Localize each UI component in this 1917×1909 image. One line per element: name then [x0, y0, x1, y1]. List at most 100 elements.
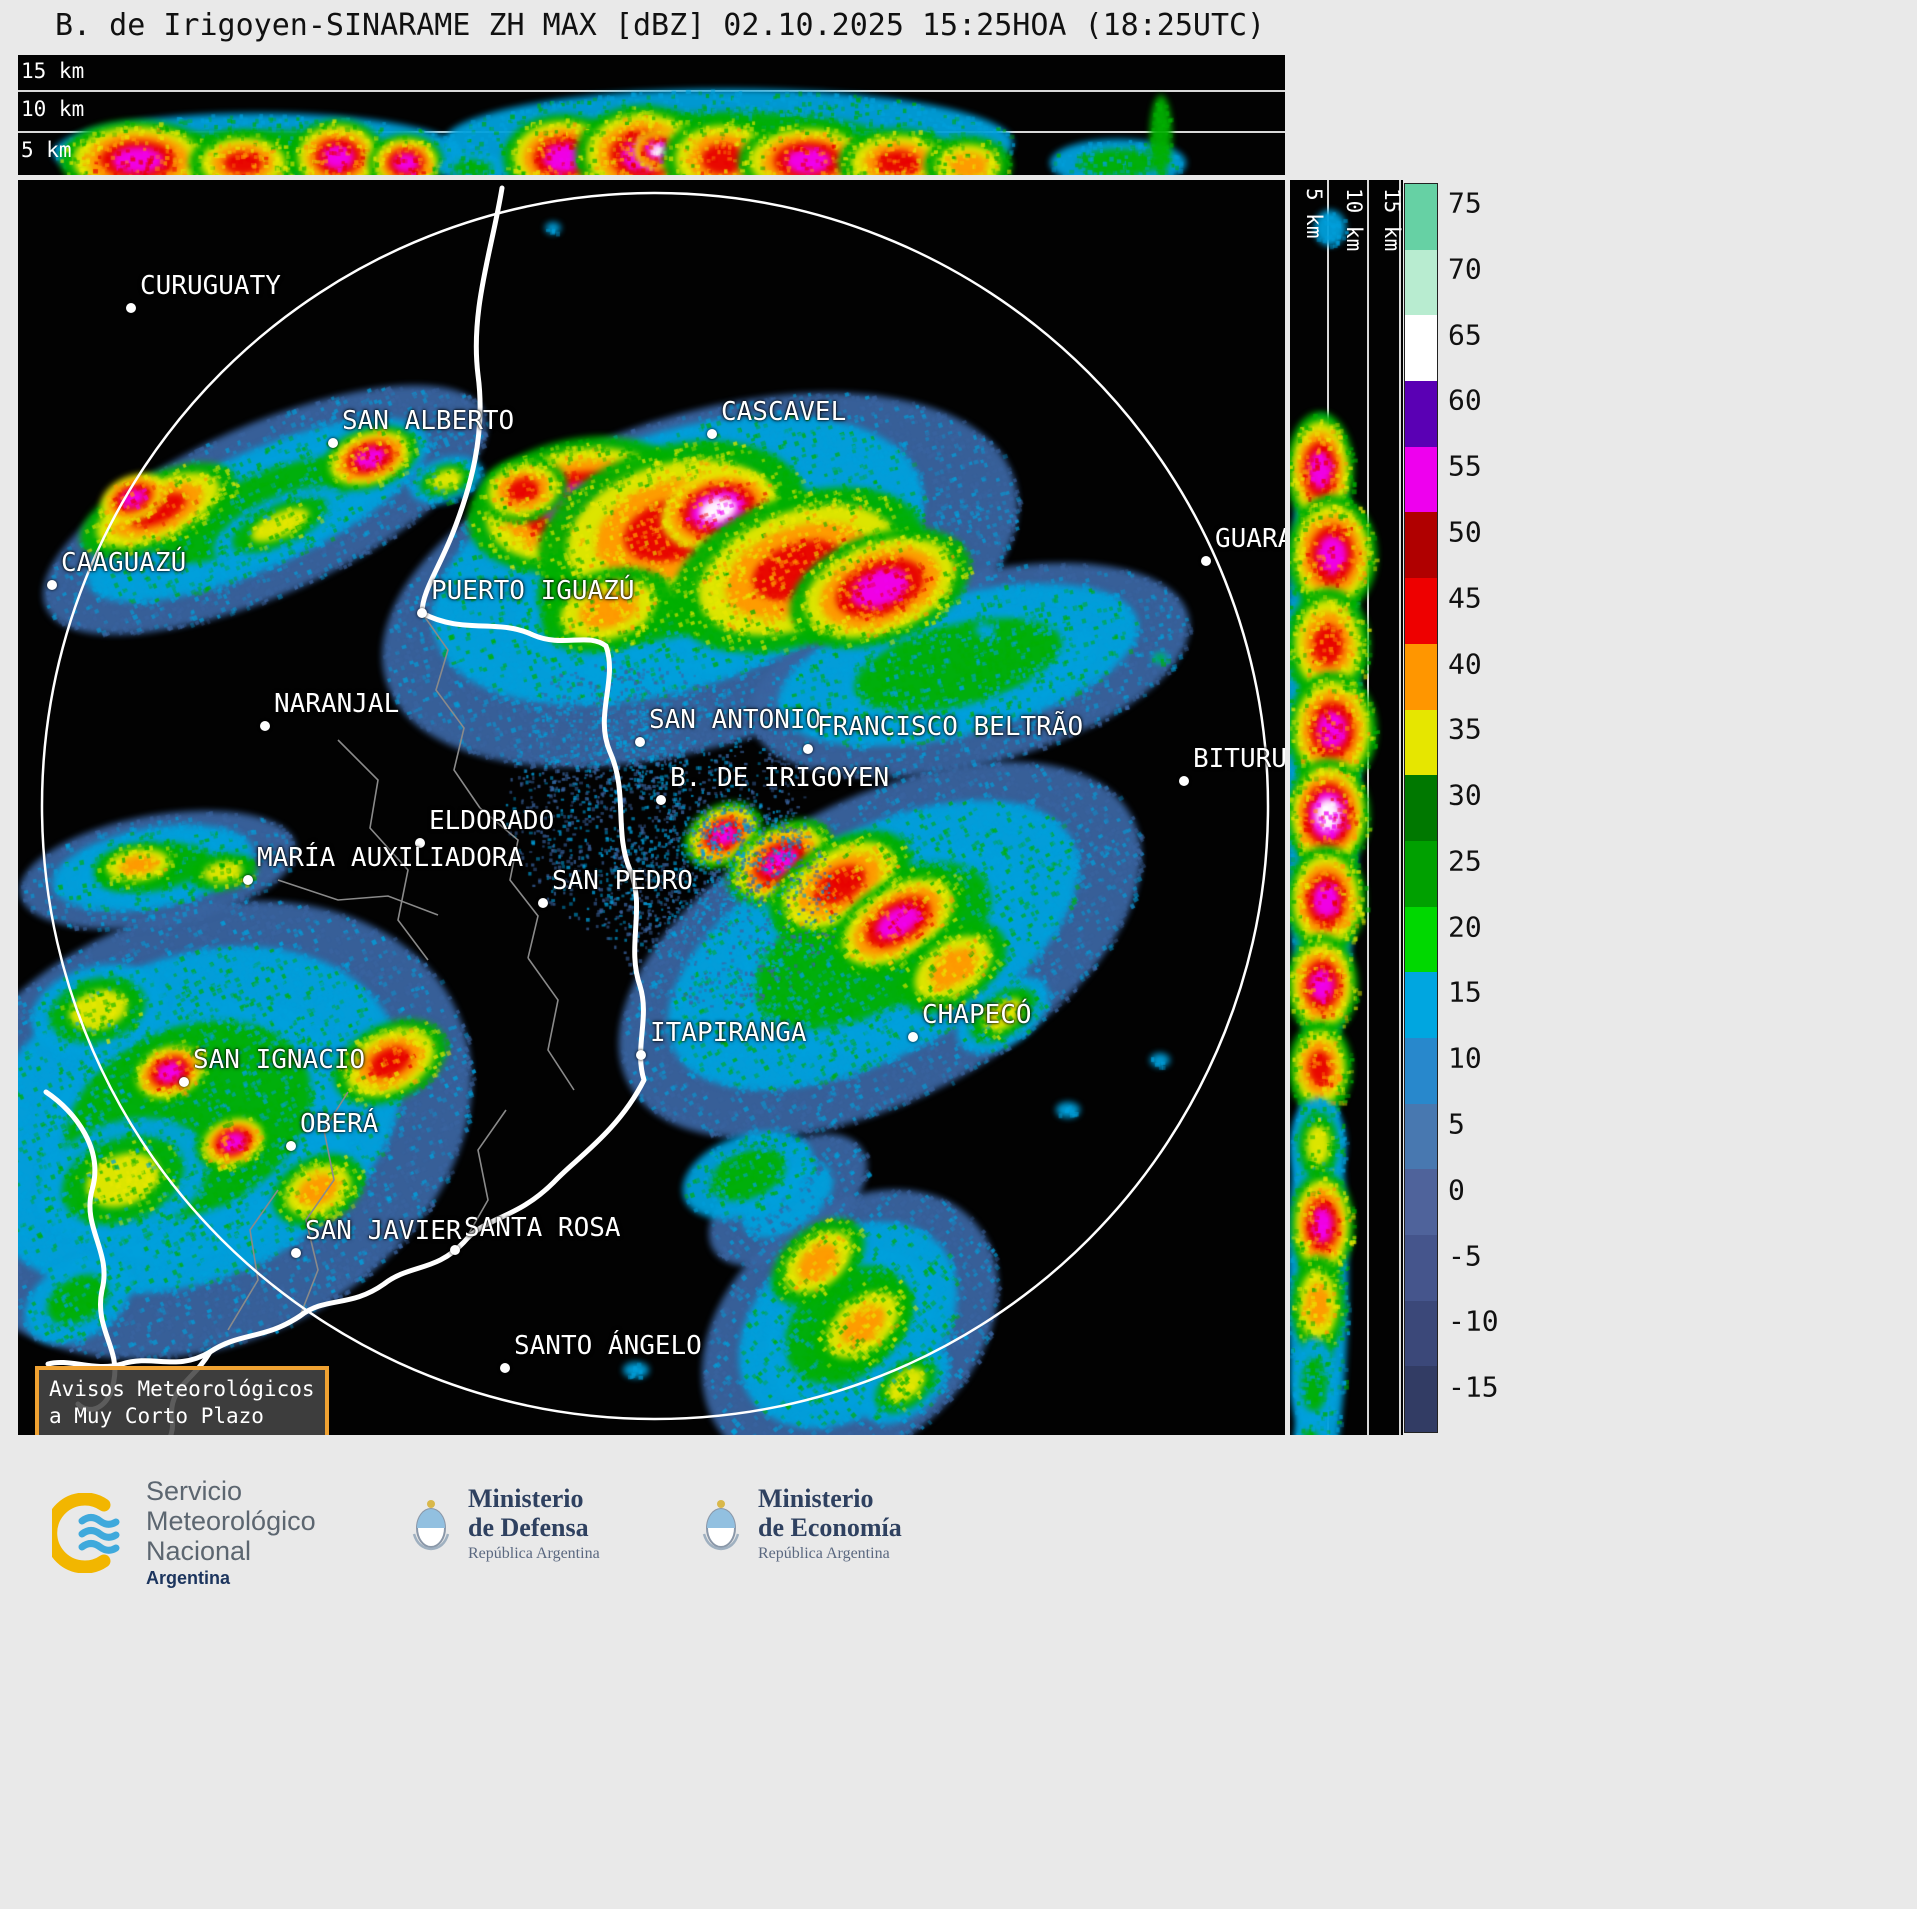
main-echo-canvas — [18, 180, 1285, 1435]
right-cross-section-panel: 5 km 10 km 15 km — [1290, 180, 1403, 1435]
right-echo-canvas — [1290, 180, 1403, 1435]
city-marker — [635, 737, 645, 747]
city-marker — [260, 721, 270, 731]
smn-logo-icon — [52, 1492, 120, 1573]
city-marker — [908, 1032, 918, 1042]
city-marker — [803, 744, 813, 754]
argentina-coat-of-arms-icon — [412, 1499, 450, 1550]
city-label: SANTA ROSA — [464, 1213, 621, 1243]
product-title: B. de Irigoyen-SINARAME ZH MAX [dBZ] 02.… — [55, 8, 1266, 43]
colorbar-labels: 75 70 65 60 55 50 45 40 35 30 25 20 15 10 5 0 -5 -10 -15 — [1448, 183, 1528, 1433]
city-label: OBERÁ — [300, 1109, 379, 1139]
city-marker — [1201, 556, 1211, 566]
city-label: CURUGUATY — [140, 271, 281, 301]
colorbar-band — [1405, 381, 1437, 447]
city-marker — [126, 303, 136, 313]
city-marker — [636, 1050, 646, 1060]
city-marker — [450, 1245, 460, 1255]
defensa-subtitle: República Argentina — [468, 1545, 600, 1562]
warning-line-1: Avisos Meteorológicos — [49, 1377, 315, 1401]
colorbar-band — [1405, 1300, 1437, 1367]
warning-banner[interactable]: Avisos Meteorológicos a Muy Corto Plazo — [35, 1366, 329, 1435]
city-label: SAN IGNACIO — [193, 1045, 366, 1075]
city-label: BITURU — [1193, 744, 1285, 774]
city-label: NARANJAL — [274, 689, 400, 719]
colorbar-band — [1405, 972, 1437, 1038]
city-marker — [500, 1363, 510, 1373]
warning-line-2: a Muy Corto Plazo — [49, 1404, 264, 1428]
colorbar-band — [1405, 840, 1437, 907]
economia-subtitle: República Argentina — [758, 1545, 890, 1562]
alt-label-15km-v: 15 km — [1380, 188, 1403, 252]
city-marker — [538, 898, 548, 908]
colorbar-tick-label: -10 — [1448, 1304, 1499, 1338]
alt-label-15km: 15 km — [21, 59, 85, 83]
colorbar-tick-label: 30 — [1448, 778, 1482, 812]
smn-name-line3: Nacional — [146, 1536, 252, 1566]
city-marker — [415, 838, 425, 848]
city-label: ITAPIRANGA — [650, 1018, 807, 1048]
map-overlay — [40, 185, 1270, 1435]
city-label: SAN JAVIER — [305, 1216, 462, 1246]
city-label: SANTO ÁNGELO — [514, 1331, 702, 1361]
department-borders — [227, 612, 575, 1331]
city-label: ELDORADO — [429, 806, 555, 836]
defensa-name-line2: de Defensa — [468, 1513, 589, 1542]
colorbar-band — [1405, 446, 1437, 513]
city-label: MARÍA AUXILIADORA — [257, 843, 524, 873]
city-marker — [328, 438, 338, 448]
colorbar — [1404, 183, 1438, 1433]
colorbar-band — [1405, 906, 1437, 973]
economia-name-line2: de Economía — [758, 1513, 902, 1542]
alt-label-5km-v: 5 km — [1302, 188, 1326, 239]
economia-name-line1: Ministerio — [758, 1484, 874, 1513]
colorbar-tick-label: 55 — [1448, 449, 1482, 483]
colorbar-tick-label: -15 — [1448, 1370, 1499, 1404]
colorbar-tick-label: -5 — [1448, 1239, 1482, 1273]
ministry-economia-block: Ministerio de Economía República Argenti… — [698, 1484, 902, 1563]
colorbar-tick-label: 35 — [1448, 712, 1482, 746]
colorbar-tick-label: 40 — [1448, 647, 1482, 681]
colorbar-tick-label: 5 — [1448, 1107, 1465, 1141]
colorbar-tick-label: 50 — [1448, 515, 1482, 549]
city-marker — [417, 608, 427, 618]
city-marker — [656, 795, 666, 805]
city-marker — [243, 875, 253, 885]
defensa-name-line1: Ministerio — [468, 1484, 584, 1513]
colorbar-band — [1405, 1169, 1437, 1235]
smn-logo-block: Servicio Meteorológico Nacional Argentin… — [52, 1476, 316, 1589]
colorbar-band — [1405, 315, 1437, 382]
city-marker — [179, 1077, 189, 1087]
city-label: CAAGUAZÚ — [61, 548, 187, 578]
smn-country-label: Argentina — [146, 1568, 231, 1588]
colorbar-band — [1405, 578, 1437, 644]
range-circle — [40, 191, 1270, 1421]
city-label: CASCAVEL — [721, 397, 847, 427]
colorbar-tick-label: 75 — [1448, 186, 1482, 220]
city-marker — [291, 1248, 301, 1258]
city-label: PUERTO IGUAZÚ — [431, 576, 635, 606]
colorbar-band — [1405, 184, 1437, 250]
city-marker — [1179, 776, 1189, 786]
alt-label-10km: 10 km — [21, 97, 85, 121]
colorbar-tick-label: 60 — [1448, 383, 1482, 417]
main-radar-panel: CURUGUATY SAN ALBERTO CASCAVEL CAAGUAZÚ GUAR… — [18, 180, 1285, 1435]
colorbar-band — [1405, 1037, 1437, 1104]
city-marker — [47, 580, 57, 590]
colorbar-band — [1405, 1235, 1437, 1301]
colorbar-band — [1405, 709, 1437, 776]
colorbar-tick-label: 20 — [1448, 910, 1482, 944]
colorbar-tick-label: 65 — [1448, 318, 1482, 352]
colorbar-tick-label: 0 — [1448, 1173, 1465, 1207]
city-marker — [707, 429, 717, 439]
city-label: CHAPECÓ — [922, 1000, 1032, 1030]
city-label: GUARA — [1215, 524, 1285, 554]
city-label: SAN ALBERTO — [342, 406, 515, 436]
colorbar-tick-label: 15 — [1448, 975, 1482, 1009]
colorbar-tick-label: 25 — [1448, 844, 1482, 878]
colorbar-band — [1405, 1366, 1437, 1433]
alt-label-5km: 5 km — [21, 138, 72, 162]
colorbar-band — [1405, 512, 1437, 579]
city-label: B. DE IRIGOYEN — [670, 763, 890, 793]
